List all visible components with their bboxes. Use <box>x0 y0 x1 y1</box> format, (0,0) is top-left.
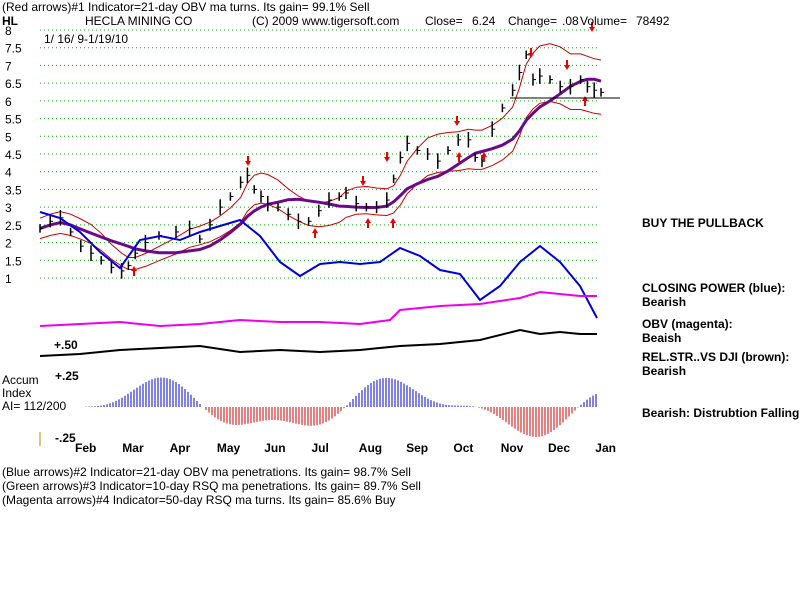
signal-arrow-head <box>360 181 366 186</box>
month-label: Sep <box>406 441 428 455</box>
footer-line1: (Blue arrows)#2 Indicator=21-day OBV ma … <box>2 465 411 479</box>
price-gridlines <box>40 29 600 279</box>
signal-arrow-head <box>365 218 371 223</box>
signal-arrow-head <box>384 157 390 162</box>
y-tick-label: 3.5 <box>5 183 22 197</box>
y-tick-label: 7.5 <box>5 42 22 56</box>
month-label: May <box>217 441 241 455</box>
month-label: Jul <box>312 441 329 455</box>
accum-title: Accum <box>2 373 39 387</box>
signal-arrow-head <box>245 161 251 166</box>
price-bars <box>39 50 604 279</box>
y-tick-label: 5.5 <box>5 113 22 127</box>
volume-label: Volume= <box>580 14 628 28</box>
signal-arrow-head <box>390 218 396 223</box>
y-tick-label: 5 <box>5 130 12 144</box>
buy-the-pullback: BUY THE PULLBACK <box>642 216 764 230</box>
signal-arrow-head <box>589 27 595 32</box>
change-label: Change= <box>508 14 558 28</box>
y-tick-label: 7 <box>5 59 12 73</box>
ticker-symbol: HL <box>2 14 18 28</box>
month-label: Apr <box>170 441 191 455</box>
y-tick-label: 2.5 <box>5 219 22 233</box>
signal-arrow-head <box>456 152 462 157</box>
close-value: 6.24 <box>472 14 496 28</box>
y-axis-ticks: 1 1.5 2 2.5 3 3.5 4 4.5 5 5.5 6 6.5 7 7.5 8 <box>5 24 22 286</box>
month-label: Dec <box>548 441 570 455</box>
month-labels: Feb Mar Apr May Jun Jul Aug Sep Oct Nov Dec Jan <box>75 441 616 455</box>
signal-arrows <box>131 22 595 276</box>
upper-band <box>39 43 602 258</box>
month-label: Mar <box>122 441 144 455</box>
y-tick-label: 2 <box>5 237 12 251</box>
accum-ai-value: AI= 112/200 <box>2 399 67 413</box>
y-tick-label: 3 <box>5 201 12 215</box>
signal-arrow-head <box>312 228 318 233</box>
y-tick-label: 6.5 <box>5 77 22 91</box>
signal-arrow-head <box>481 152 487 157</box>
y-tick-label: 6 <box>5 95 12 109</box>
y-tick-label: 1.5 <box>5 254 22 268</box>
signal-arrow-head <box>528 53 534 58</box>
month-label: Feb <box>75 441 96 455</box>
accum-index-bars <box>85 377 597 437</box>
month-label: Jan <box>595 441 616 455</box>
month-label: Jun <box>264 441 285 455</box>
change-value: .08 <box>562 14 579 28</box>
month-label: Aug <box>359 441 382 455</box>
month-label: Nov <box>501 441 524 455</box>
footer-line2: (Green arrows)#3 Indicator=10-day RSQ ma… <box>2 479 421 493</box>
indicator-lines <box>39 211 598 357</box>
copyright: (C) 2009 www.tigersoft.com <box>252 14 400 28</box>
obv-value: Beaish <box>642 331 682 345</box>
company-name: HECLA MINING CO <box>85 14 193 28</box>
obv-label: OBV (magenta): <box>642 317 733 331</box>
signal-arrow-head <box>454 121 460 126</box>
closing-power-value: Bearish <box>642 295 687 309</box>
header-line1: (Red arrows)#1 Indicator=21-day OBV ma t… <box>2 0 370 14</box>
accum-index-label: Index <box>2 386 32 400</box>
y-tick-label: 4 <box>5 166 12 180</box>
rel-strength-line <box>39 328 597 357</box>
obv-line <box>39 290 597 328</box>
accum-minus25-label: -.25 <box>55 431 76 445</box>
rel-strength-top-label: +.50 <box>54 338 78 352</box>
rel-strength-label: REL.STR..VS DJI (brown): <box>642 350 790 364</box>
date-range: 1/ 16/ 9-1/19/10 <box>44 32 129 46</box>
y-tick-label: 1 <box>5 272 12 286</box>
accum-note: Bearish: Distrubtion Falling. <box>642 406 800 420</box>
y-tick-label: 8 <box>5 24 12 38</box>
close-label: Close= <box>425 14 463 28</box>
accum-plus25-label: +.25 <box>55 369 79 383</box>
signal-arrow-head <box>564 65 570 70</box>
closing-power-label: CLOSING POWER (blue): <box>642 281 786 295</box>
signal-arrow-head <box>131 266 137 271</box>
volume-value: 78492 <box>636 14 670 28</box>
footer-line3: (Magenta arrows)#4 Indicator=50-day RSQ … <box>2 493 396 507</box>
price-bands <box>39 43 602 270</box>
closing-power-line <box>39 211 598 319</box>
month-label: Oct <box>453 441 473 455</box>
rel-strength-value: Bearish <box>642 364 687 378</box>
y-tick-label: 4.5 <box>5 148 22 162</box>
